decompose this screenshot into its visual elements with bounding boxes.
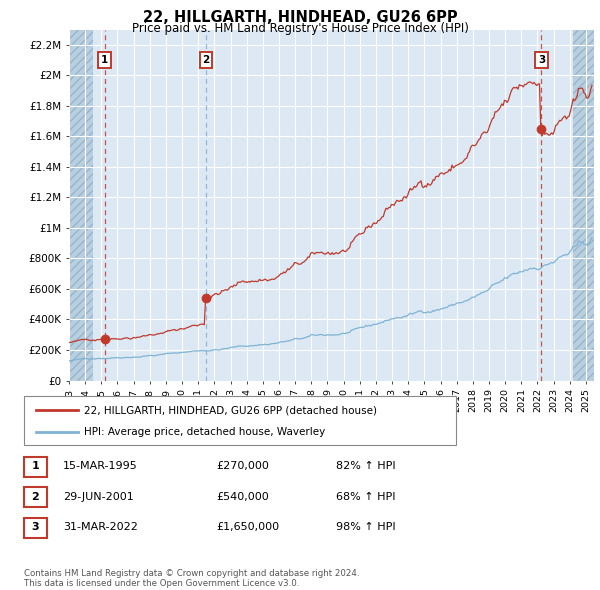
Bar [573, 30, 597, 381]
Text: 68% ↑ HPI: 68% ↑ HPI [336, 492, 395, 502]
Text: 31-MAR-2022: 31-MAR-2022 [63, 523, 138, 532]
Text: 98% ↑ HPI: 98% ↑ HPI [336, 523, 395, 532]
Text: 3: 3 [538, 55, 545, 65]
Text: 29-JUN-2001: 29-JUN-2001 [63, 492, 134, 502]
Text: £270,000: £270,000 [216, 461, 269, 471]
Text: 1: 1 [32, 461, 39, 471]
Text: £1,650,000: £1,650,000 [216, 523, 279, 532]
Bar [69, 30, 93, 381]
Text: 22, HILLGARTH, HINDHEAD, GU26 6PP: 22, HILLGARTH, HINDHEAD, GU26 6PP [143, 10, 457, 25]
Text: Contains HM Land Registry data © Crown copyright and database right 2024.
This d: Contains HM Land Registry data © Crown c… [24, 569, 359, 588]
Text: £540,000: £540,000 [216, 492, 269, 502]
Text: 2: 2 [32, 492, 39, 502]
Text: HPI: Average price, detached house, Waverley: HPI: Average price, detached house, Wave… [84, 427, 325, 437]
Text: Price paid vs. HM Land Registry's House Price Index (HPI): Price paid vs. HM Land Registry's House … [131, 22, 469, 35]
Text: 22, HILLGARTH, HINDHEAD, GU26 6PP (detached house): 22, HILLGARTH, HINDHEAD, GU26 6PP (detac… [84, 405, 377, 415]
Text: 82% ↑ HPI: 82% ↑ HPI [336, 461, 395, 471]
Text: 3: 3 [32, 523, 39, 532]
Text: 2: 2 [203, 55, 210, 65]
Text: 15-MAR-1995: 15-MAR-1995 [63, 461, 138, 471]
Text: 1: 1 [101, 55, 109, 65]
